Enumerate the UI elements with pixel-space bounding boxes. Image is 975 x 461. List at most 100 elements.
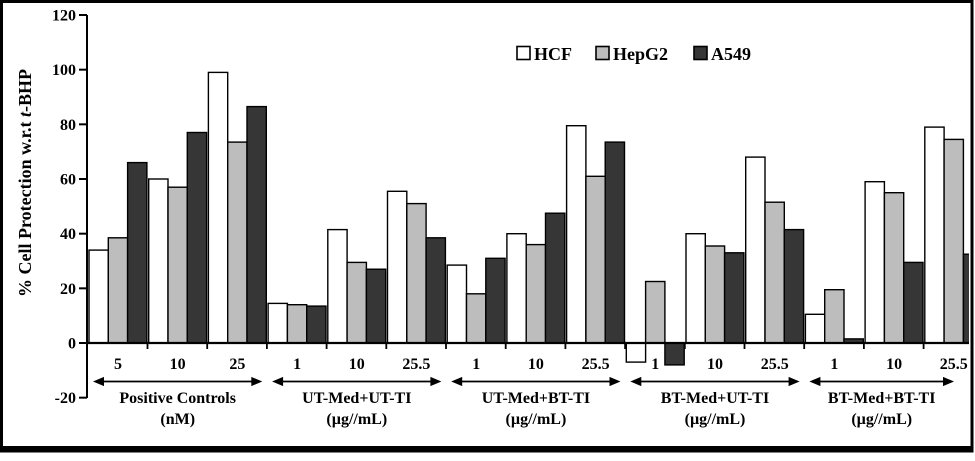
group-unit-label: (µg//mL) bbox=[685, 411, 746, 428]
dose-label: 10 bbox=[707, 356, 723, 373]
dose-label: 25.5 bbox=[761, 356, 789, 373]
arrowhead-left-icon bbox=[451, 376, 463, 387]
y-tick-label: 0 bbox=[68, 336, 76, 353]
bar-HCF-BT-Med+BT-TI-1 bbox=[804, 313, 826, 344]
bar-A549-UT-Med+UT-TI-10 bbox=[365, 268, 387, 344]
legend: HCF HepG2 A549 bbox=[516, 44, 751, 64]
arrowhead-left-icon bbox=[630, 376, 642, 387]
y-tick-label: 60 bbox=[60, 172, 76, 189]
dose-label: 1 bbox=[293, 356, 301, 373]
group-annotation: BT-Med+BT-TI (µg//mL) bbox=[809, 376, 954, 428]
dose-label: 1 bbox=[830, 356, 838, 373]
bar-HCF-BT-Med+UT-TI-25.5 bbox=[745, 156, 766, 344]
dose-label: 25 bbox=[229, 356, 245, 373]
group-unit-label: (nM) bbox=[160, 411, 195, 428]
group-label: UT-Med+UT-TI bbox=[302, 390, 411, 407]
arrowhead-left-icon bbox=[93, 376, 104, 387]
bar-A549-UT-Med+UT-TI-1 bbox=[306, 305, 327, 344]
y-tick-label: -20 bbox=[55, 390, 76, 407]
y-axis-title: % Cell Protection w.r.t t-BHP bbox=[15, 69, 35, 297]
arrowhead-right-icon bbox=[788, 376, 800, 387]
bar-HCF-Positive-Controls-10 bbox=[147, 178, 169, 344]
group-label: BT-Med+BT-TI bbox=[828, 390, 936, 407]
group-label: BT-Med+UT-TI bbox=[661, 390, 769, 407]
bar-HCF-Positive-Controls-25 bbox=[207, 71, 229, 344]
group-annotation: Positive Controls (nM) bbox=[93, 376, 263, 428]
y-tick-label: 40 bbox=[60, 226, 76, 243]
dose-label: 10 bbox=[886, 356, 902, 373]
legend-label-A549: A549 bbox=[711, 44, 751, 64]
legend-swatch-HCF bbox=[516, 45, 531, 61]
dose-label: 25.5 bbox=[402, 356, 430, 373]
bar-HepG2-UT-Med+UT-TI-1 bbox=[286, 304, 308, 344]
group-unit-label: (µg//mL) bbox=[851, 411, 912, 428]
group-annotation: UT-Med+BT-TI (µg//mL) bbox=[451, 376, 621, 428]
bar-HepG2-BT-Med+BT-TI-1 bbox=[824, 289, 845, 344]
bar-HCF-Positive-Controls-5 bbox=[88, 249, 109, 344]
dose-label: 10 bbox=[170, 356, 186, 373]
bar-HepG2-UT-Med+UT-TI-10 bbox=[346, 261, 368, 344]
bar-HepG2-BT-Med+UT-TI-10 bbox=[704, 245, 726, 344]
legend-swatch-HepG2 bbox=[595, 45, 610, 61]
y-tick-label: 80 bbox=[60, 117, 76, 134]
legend-label-HCF: HCF bbox=[534, 44, 572, 64]
bar-A549-UT-Med+UT-TI-25.5 bbox=[425, 237, 447, 344]
dose-label: 10 bbox=[349, 356, 365, 373]
bars-layer bbox=[88, 71, 969, 366]
bar-A549-BT-Med+UT-TI-10 bbox=[723, 252, 745, 344]
bar-HCF-UT-Med+UT-TI-1 bbox=[267, 302, 289, 344]
y-tick-label: 100 bbox=[52, 62, 76, 79]
dose-label: 10 bbox=[528, 356, 544, 373]
bar-HCF-BT-Med+BT-TI-25.5 bbox=[924, 126, 945, 344]
bar-HepG2-BT-Med+BT-TI-10 bbox=[883, 191, 905, 344]
dose-label: 1 bbox=[472, 356, 480, 373]
bar-HCF-UT-Med+UT-TI-25.5 bbox=[386, 190, 408, 344]
group-label: UT-Med+BT-TI bbox=[482, 390, 590, 407]
bar-HCF-UT-Med+BT-TI-1 bbox=[446, 264, 468, 344]
bar-A549-UT-Med+BT-TI-10 bbox=[544, 212, 566, 344]
group-annotation: BT-Med+UT-TI (µg//mL) bbox=[630, 376, 800, 428]
bar-A549-BT-Med+BT-TI-25.5 bbox=[962, 253, 969, 344]
dose-label: 5 bbox=[114, 356, 122, 373]
bar-A549-BT-Med+BT-TI-10 bbox=[903, 261, 924, 344]
bar-HepG2-UT-Med+BT-TI-25.5 bbox=[585, 175, 606, 344]
bar-HepG2-Positive-Controls-25 bbox=[226, 141, 248, 344]
y-tick-label: 20 bbox=[60, 281, 76, 298]
bar-HepG2-BT-Med+BT-TI-25.5 bbox=[943, 138, 965, 344]
legend-swatch-A549 bbox=[693, 45, 708, 61]
y-tick-label: 120 bbox=[52, 8, 76, 25]
bar-A549-Positive-Controls-10 bbox=[186, 131, 208, 344]
bar-A549-BT-Med+UT-TI-25.5 bbox=[783, 228, 805, 344]
bar-A549-UT-Med+BT-TI-1 bbox=[485, 257, 506, 344]
dose-label: 1 bbox=[651, 356, 659, 373]
bar-A549-Positive-Controls-5 bbox=[126, 161, 148, 344]
bar-A549-Positive-Controls-25 bbox=[246, 105, 267, 344]
group-label: Positive Controls bbox=[119, 390, 236, 407]
bar-HepG2-Positive-Controls-5 bbox=[107, 237, 129, 344]
bar-HepG2-UT-Med+UT-TI-25.5 bbox=[406, 202, 427, 344]
arrowhead-right-icon bbox=[430, 376, 442, 387]
bar-A549-UT-Med+BT-TI-25.5 bbox=[604, 141, 626, 344]
bar-A549-BT-Med+UT-TI-1 bbox=[664, 342, 685, 366]
arrowhead-left-icon bbox=[809, 376, 821, 387]
dose-label: 25.5 bbox=[940, 356, 968, 373]
group-unit-label: (µg//mL) bbox=[506, 411, 567, 428]
group-unit-label: (µg//mL) bbox=[326, 411, 387, 428]
group-annotation: UT-Med+UT-TI (µg//mL) bbox=[272, 376, 442, 428]
bar-HepG2-UT-Med+BT-TI-1 bbox=[465, 293, 487, 344]
bar-HCF-UT-Med+BT-TI-10 bbox=[506, 232, 527, 344]
arrowhead-right-icon bbox=[609, 376, 621, 387]
bar-HepG2-Positive-Controls-10 bbox=[167, 186, 188, 344]
bar-HCF-UT-Med+BT-TI-25.5 bbox=[565, 124, 587, 344]
bar-HepG2-BT-Med+UT-TI-1 bbox=[644, 280, 666, 344]
bar-HCF-BT-Med+UT-TI-10 bbox=[685, 232, 706, 344]
bar-HCF-BT-Med+BT-TI-10 bbox=[864, 180, 886, 344]
arrowhead-right-icon bbox=[943, 376, 954, 387]
dose-label: 25.5 bbox=[582, 356, 610, 373]
bar-HCF-BT-Med+UT-TI-1 bbox=[625, 342, 647, 363]
arrowhead-right-icon bbox=[251, 376, 263, 387]
bar-HCF-UT-Med+UT-TI-10 bbox=[327, 228, 348, 344]
bar-HepG2-UT-Med+BT-TI-10 bbox=[525, 243, 547, 344]
